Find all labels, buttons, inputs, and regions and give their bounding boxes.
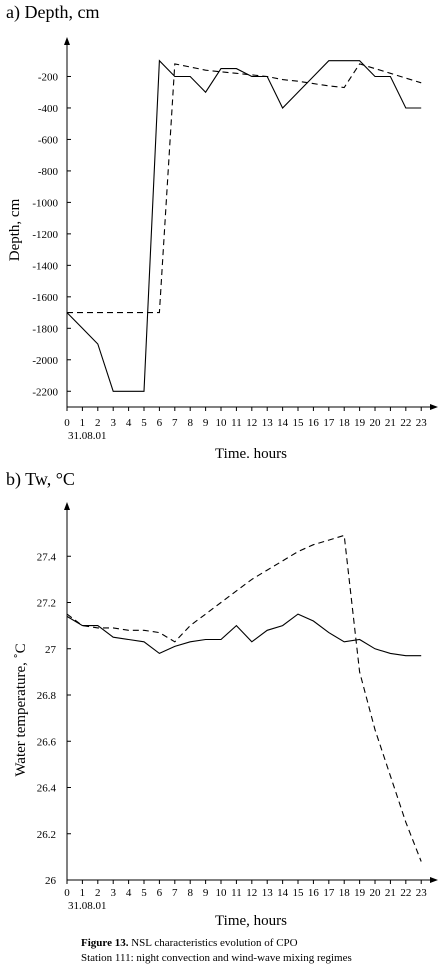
depth-chart-series-dashed-line — [67, 63, 422, 314]
temperature-chart-x-tick-label: 9 — [203, 887, 209, 899]
figure-caption: Figure 13. NSL characteristics evolution… — [81, 937, 352, 964]
depth-chart-x-tick-label: 0 — [64, 417, 70, 429]
temperature-chart-x-tick-label: 14 — [277, 887, 289, 899]
temperature-chart-x-tick-label: 7 — [172, 887, 178, 899]
depth-chart-x-tick-label: 17 — [323, 417, 335, 429]
depth-chart-x-tick-label: 14 — [277, 417, 289, 429]
temperature-chart-series-solid-line — [66, 613, 422, 657]
depth-chart: a) Depth, cm -200-400-600-800-1000-1200-… — [6, 2, 438, 462]
depth-chart-x-tick-label: 3 — [110, 417, 116, 429]
depth-chart-y-ticks: -200 -400 -600 -800 -1000 -1200 -1400 -1600 -180… — [32, 71, 71, 398]
depth-chart-y-tick-label: -2000 — [32, 355, 58, 367]
temperature-chart-y-tick-label: 26 — [45, 875, 57, 887]
depth-chart-y-axis-title: Depth, cm — [7, 198, 23, 261]
depth-chart-x-arrow — [430, 404, 438, 410]
depth-chart-x-tick-label: 12 — [246, 417, 257, 429]
temperature-chart-x-tick-label: 10 — [216, 887, 228, 899]
depth-chart-x-tick-label: 23 — [416, 417, 428, 429]
depth-chart-series — [66, 59, 422, 392]
depth-chart-x-tick-label: 8 — [187, 417, 193, 429]
temperature-chart-x-tick-label: 16 — [308, 887, 320, 899]
depth-chart-y-tick-label: -1400 — [32, 260, 58, 272]
temperature-chart-x-tick-label: 20 — [370, 887, 382, 899]
depth-chart-x-ticks: 0 1 2 3 4 5 6 7 8 9 10 11 12 13 14 15 16 17 18 19 20 21 22 23 — [64, 407, 427, 429]
depth-chart-x-axis-title: Time. hours — [215, 446, 287, 462]
temperature-chart-x-tick-label: 15 — [293, 887, 305, 899]
temperature-chart-x-tick-label: 12 — [246, 887, 257, 899]
depth-chart-title: a) Depth, cm — [6, 2, 99, 23]
temperature-chart-x-ticks: 0 1 2 3 4 5 6 7 8 9 10 11 12 13 14 15 16 17 18 19 20 21 22 23 — [64, 880, 427, 899]
temperature-chart-x-tick-label: 5 — [141, 887, 147, 899]
depth-chart-x-tick-label: 1 — [80, 417, 86, 429]
depth-chart-x-tick-label: 6 — [157, 417, 163, 429]
temperature-chart-y-tick-label: 27.2 — [37, 598, 56, 610]
depth-chart-y-tick-label: -1800 — [32, 323, 58, 335]
temperature-chart-x-tick-label: 1 — [80, 887, 86, 899]
temperature-chart-x-tick-label: 18 — [339, 887, 351, 899]
temperature-chart-x-tick-label: 13 — [262, 887, 274, 899]
depth-chart-x-tick-label: 22 — [400, 417, 411, 429]
caption-line-2: Station 111: night convection and wind-w… — [81, 952, 352, 964]
depth-chart-date-label: 31.08.01 — [68, 430, 107, 442]
temperature-chart-y-tick-label: 26.2 — [37, 829, 56, 841]
temperature-chart-axes — [64, 502, 438, 883]
depth-chart-x-tick-label: 11 — [231, 417, 242, 429]
depth-chart-y-tick-label: -1200 — [32, 229, 58, 241]
temperature-chart-x-tick-label: 21 — [385, 887, 396, 899]
temperature-chart-x-arrow — [430, 877, 438, 883]
caption-line-1: Figure 13. NSL characteristics evolution… — [81, 937, 298, 949]
temperature-chart-x-tick-label: 4 — [126, 887, 132, 899]
depth-chart-x-tick-label: 20 — [370, 417, 382, 429]
depth-chart-y-tick-label: -400 — [38, 103, 59, 115]
temperature-chart-y-tick-label: 27.4 — [37, 551, 57, 563]
temperature-chart-x-tick-label: 23 — [416, 887, 428, 899]
temperature-chart-x-tick-label: 3 — [110, 887, 116, 899]
temperature-chart-y-arrow — [64, 502, 70, 510]
depth-chart-y-tick-label: -2200 — [32, 386, 58, 398]
depth-chart-x-tick-label: 5 — [141, 417, 147, 429]
depth-chart-x-tick-label: 13 — [262, 417, 274, 429]
temperature-chart-x-axis-title: Time, hours — [215, 913, 287, 929]
temperature-chart-y-tick-label: 26.6 — [37, 736, 57, 748]
temperature-chart-date-label: 31.08.01 — [68, 900, 107, 912]
temperature-chart-x-tick-label: 11 — [231, 887, 242, 899]
depth-chart-x-tick-label: 15 — [293, 417, 305, 429]
temperature-chart-x-tick-label: 22 — [400, 887, 411, 899]
depth-chart-x-tick-label: 9 — [203, 417, 209, 429]
caption-figure-number: Figure 13. — [81, 937, 129, 949]
temperature-chart-y-tick-label: 26.8 — [37, 690, 57, 702]
depth-chart-y-tick-label: -800 — [38, 166, 59, 178]
depth-chart-series-solid-line — [66, 59, 422, 392]
depth-chart-axes — [64, 37, 438, 410]
temperature-chart-x-tick-label: 17 — [323, 887, 335, 899]
depth-chart-x-tick-label: 7 — [172, 417, 178, 429]
temperature-chart-y-ticks: 26 26.2 26.4 26.6 26.8 27 27.2 27.4 — [37, 551, 71, 887]
depth-chart-x-tick-label: 2 — [95, 417, 101, 429]
depth-chart-y-tick-label: -1000 — [32, 197, 58, 209]
temperature-chart-x-tick-label: 8 — [187, 887, 193, 899]
temperature-chart-y-axis-title: Water temperature, ˚C — [13, 643, 29, 776]
temperature-chart-x-tick-label: 2 — [95, 887, 101, 899]
temperature-chart-y-tick-label: 26.4 — [37, 783, 57, 795]
depth-chart-x-tick-label: 18 — [339, 417, 351, 429]
depth-chart-y-tick-label: -600 — [38, 134, 59, 146]
temperature-chart-series — [66, 534, 422, 862]
temperature-chart-title: b) Tw, °C — [6, 469, 75, 490]
depth-chart-y-tick-label: -200 — [38, 71, 59, 83]
depth-chart-y-arrow — [64, 37, 70, 45]
depth-chart-x-tick-label: 10 — [216, 417, 228, 429]
temperature-chart-series-dashed-line — [66, 534, 422, 862]
temperature-chart-x-tick-label: 19 — [354, 887, 366, 899]
temperature-chart-y-tick-label: 27 — [45, 644, 57, 656]
temperature-chart-x-tick-label: 0 — [64, 887, 70, 899]
depth-chart-x-tick-label: 16 — [308, 417, 320, 429]
depth-chart-x-tick-label: 21 — [385, 417, 396, 429]
caption-title: NSL characteristics evolution of CPO — [128, 937, 297, 949]
temperature-chart-x-tick-label: 6 — [157, 887, 163, 899]
depth-chart-x-tick-label: 19 — [354, 417, 366, 429]
depth-chart-x-tick-label: 4 — [126, 417, 132, 429]
depth-chart-y-tick-label: -1600 — [32, 292, 58, 304]
